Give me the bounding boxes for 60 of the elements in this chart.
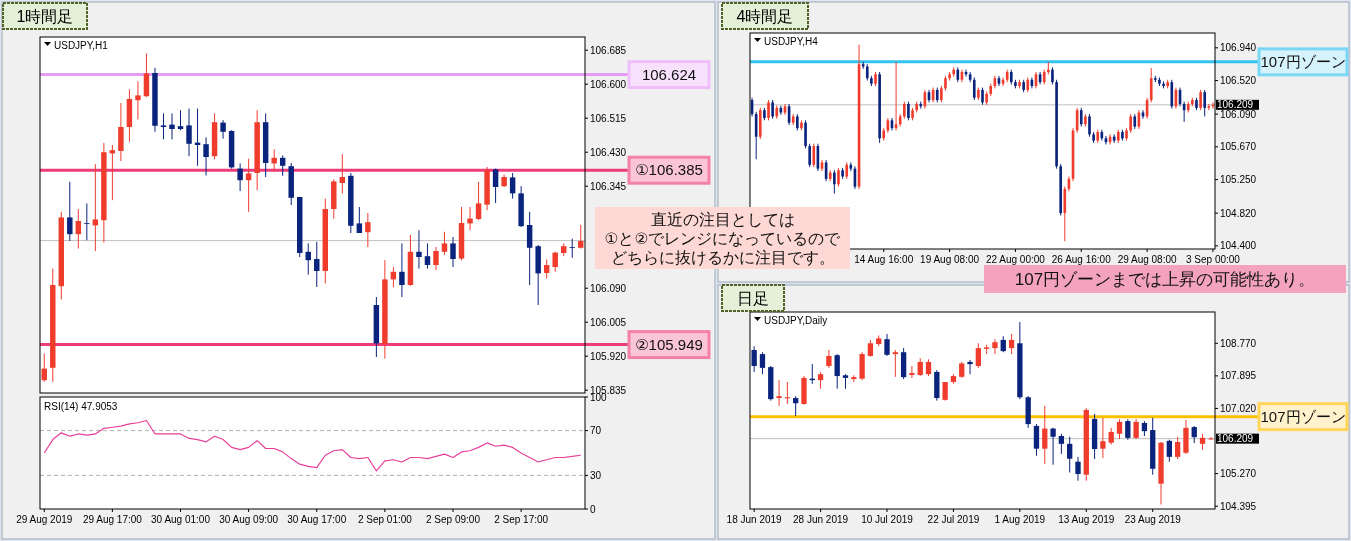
- y-tick-label: 106.520: [1220, 75, 1257, 87]
- x-tick-label: 19 Aug 08:00: [920, 254, 980, 265]
- y-tick-label: 106.090: [590, 282, 627, 294]
- y-tick-label: 106.090: [1220, 108, 1257, 120]
- x-tick-label: 14 Aug 16:00: [854, 254, 914, 265]
- y-tick-label: 104.395: [1220, 500, 1257, 512]
- chart-title: 日足: [737, 290, 769, 307]
- note: 直近の注目としては ①と②でレンジになっているので どちらに抜けるかに注目です。: [595, 207, 850, 269]
- x-tick-label: 22 Aug 00:00: [985, 254, 1046, 265]
- ref-line-label: 107円ゾーン: [1260, 52, 1346, 70]
- ref-line-label: 106.624: [641, 65, 697, 83]
- x-tick-label: 1 Aug 2019: [994, 514, 1046, 525]
- x-tick-label: 30 Aug 01:00: [151, 514, 211, 525]
- x-tick-label: 28 Jun 2019: [793, 514, 849, 525]
- y-tick-label: 106.515: [590, 112, 627, 124]
- y-tick-label: 105.270: [1220, 468, 1257, 480]
- x-tick-label: 30 Aug 09:00: [219, 514, 279, 525]
- y-tick-label: 106.940: [1220, 42, 1257, 54]
- chart-title: 4時間足: [736, 8, 794, 25]
- x-tick-label: 23 Aug 2019: [1124, 514, 1182, 525]
- x-tick-label: 10 Jul 2019: [861, 514, 914, 525]
- y-tick-label: 105.670: [1220, 141, 1257, 153]
- x-tick-label: 3 Sep 00:00: [1185, 254, 1241, 265]
- x-tick-label: 18 Jun 2019: [726, 514, 783, 525]
- y-tick-label: 30: [590, 469, 602, 481]
- x-tick-label: 2 Sep 17:00: [494, 514, 549, 525]
- chart-subtitle: USDJPY,H1: [54, 40, 109, 51]
- y-tick-label: 106.430: [590, 146, 627, 158]
- ref-line-label: ①106.385: [635, 161, 703, 179]
- y-tick-label: 70: [590, 425, 602, 437]
- y-tick-label: 106.685: [590, 44, 627, 56]
- y-tick-label: 106.005: [590, 316, 627, 328]
- x-tick-label: 22 Jul 2019: [927, 514, 980, 525]
- annotation: ①と②でレンジになっているので: [604, 230, 842, 247]
- x-tick-label: 2 Sep 09:00: [426, 514, 481, 525]
- y-tick-label: 108.770: [1220, 337, 1257, 349]
- y-tick-label: 105.250: [1220, 174, 1257, 186]
- y-tick-label: 106.345: [590, 180, 627, 192]
- chart-subtitle: USDJPY,Daily: [764, 315, 828, 326]
- y-tick-label: 104.820: [1220, 207, 1257, 219]
- y-tick-label: 0: [590, 503, 596, 515]
- x-tick-label: 26 Aug 16:00: [1051, 254, 1112, 265]
- chart-title: RSI(14) 47.9053: [44, 401, 118, 412]
- annotation: 直近の注目としては: [650, 211, 795, 228]
- x-tick-label: 29 Aug 17:00: [82, 514, 143, 525]
- y-tick-label: 106.600: [590, 78, 627, 90]
- y-tick-label: 107.020: [1220, 402, 1257, 414]
- y-tick-label: 104.400: [1220, 240, 1257, 252]
- x-tick-label: 29 Aug 08:00: [1117, 254, 1178, 265]
- chart-subtitle: USDJPY,H4: [764, 36, 819, 47]
- ref-line-label: 107円ゾーン: [1260, 407, 1346, 425]
- y-tick-label: 105.920: [590, 350, 627, 362]
- y-tick-label: 107.895: [1220, 370, 1257, 382]
- x-tick-label: 13 Aug 2019: [1058, 514, 1115, 525]
- ref-line-label: ②105.949: [635, 335, 703, 353]
- x-tick-label: 30 Aug 17:00: [287, 514, 347, 525]
- note: 107円ゾーンまでは上昇の可能性あり。: [984, 265, 1346, 293]
- x-tick-label: 29 Aug 2019: [16, 514, 73, 525]
- x-tick-label: 2 Sep 01:00: [357, 514, 413, 525]
- chart-title: 1時間足: [16, 8, 74, 25]
